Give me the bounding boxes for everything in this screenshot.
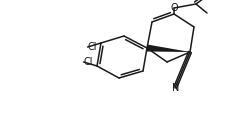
Text: N: N bbox=[172, 83, 180, 93]
Text: Cl: Cl bbox=[88, 42, 97, 52]
Text: O: O bbox=[170, 3, 178, 13]
Text: Cl: Cl bbox=[84, 57, 93, 67]
Polygon shape bbox=[147, 45, 190, 52]
